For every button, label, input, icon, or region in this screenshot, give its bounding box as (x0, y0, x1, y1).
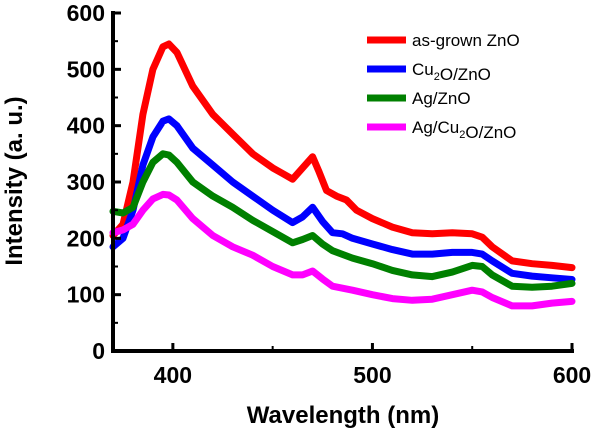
x-tick-label-400: 400 (154, 362, 192, 388)
x-tick-label-500: 500 (353, 362, 391, 388)
y-tick-label-100: 100 (67, 282, 105, 308)
legend-label-1: as-grown ZnO (412, 31, 520, 50)
x-axis-title: Wavelength (nm) (247, 402, 439, 429)
y-tick-label-500: 500 (67, 56, 105, 82)
legend: as-grown ZnO Cu2O/ZnO Ag/ZnO Ag/Cu2O/ZnO (367, 31, 520, 142)
series-line-1 (109, 40, 576, 272)
series-line-4 (109, 190, 576, 310)
y-tick-label-400: 400 (67, 113, 105, 139)
y-axis-title: Intensity (a. u.) (1, 96, 28, 265)
series-line-3 (109, 150, 576, 291)
y-tick-label-300: 300 (67, 169, 105, 195)
x-tick-label-600: 600 (553, 362, 591, 388)
plot-lines (109, 40, 576, 310)
legend-label-3: Ag/ZnO (412, 89, 471, 108)
legend-label-4: Ag/Cu2O/ZnO (412, 118, 516, 142)
series-line-2 (109, 115, 576, 283)
y-tick-label-600: 600 (67, 0, 105, 26)
y-tick-label-200: 200 (67, 225, 105, 251)
y-tick-label-0: 0 (92, 338, 105, 364)
ticks: 0 100 200 300 400 500 600 400 500 600 (67, 0, 592, 388)
legend-label-2: Cu2O/ZnO (412, 60, 491, 84)
